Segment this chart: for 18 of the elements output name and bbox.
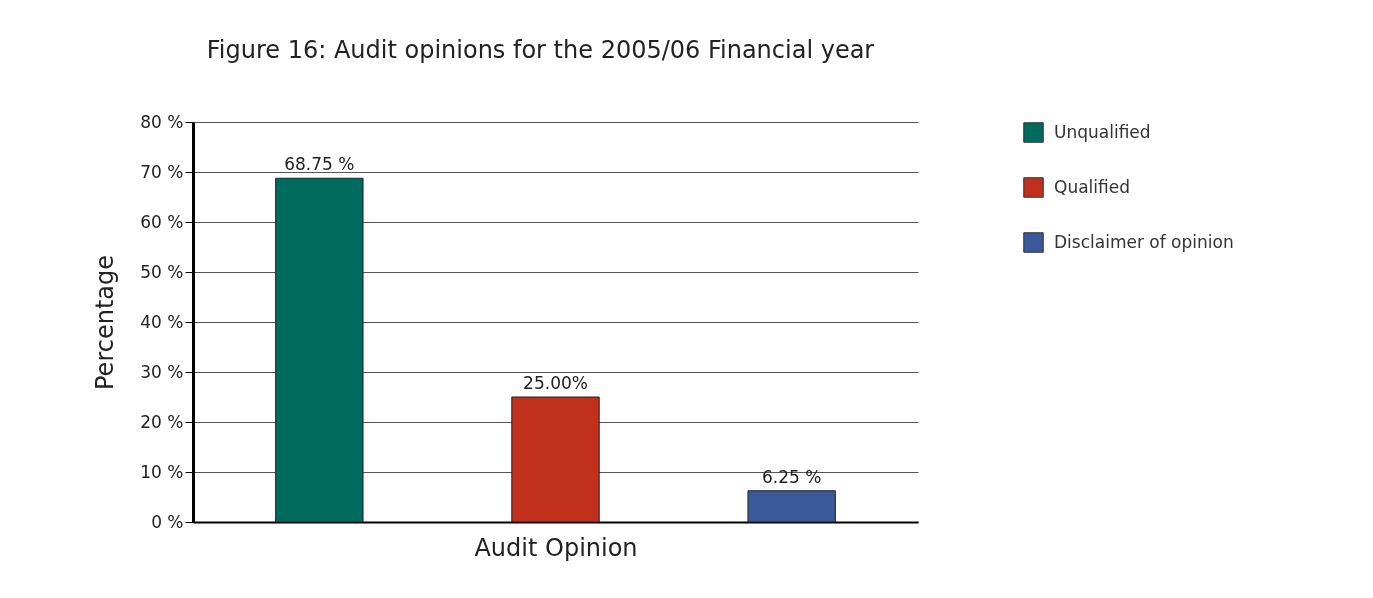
y-tick-label: 80 % [140,111,184,132]
data-label: 68.75 % [284,154,355,175]
legend-label: Unqualified [1054,121,1151,142]
y-tick-label: 10 % [140,461,184,482]
data-label: 25.00% [523,373,588,393]
legend-label: Disclaimer of opinion [1054,231,1234,252]
y-tick-label: 20 % [140,411,184,432]
x-axis-title: Audit Opinion [474,533,638,562]
legend-label: Qualified [1054,176,1130,197]
y-tick-label: 0 % [151,511,184,532]
y-tick-label: 60 % [140,211,184,232]
y-tick-label: 50 % [140,261,184,282]
y-tick-label: 70 % [140,161,184,182]
data-label: 6.25 % [761,466,822,487]
chart-title: Figure 16: Audit opinions for the 2005/06 Financial year [206,36,875,64]
y-axis-title: Percentage [91,254,120,391]
y-tick-label: 30 % [140,361,184,382]
y-tick-label: 40 % [140,311,184,332]
